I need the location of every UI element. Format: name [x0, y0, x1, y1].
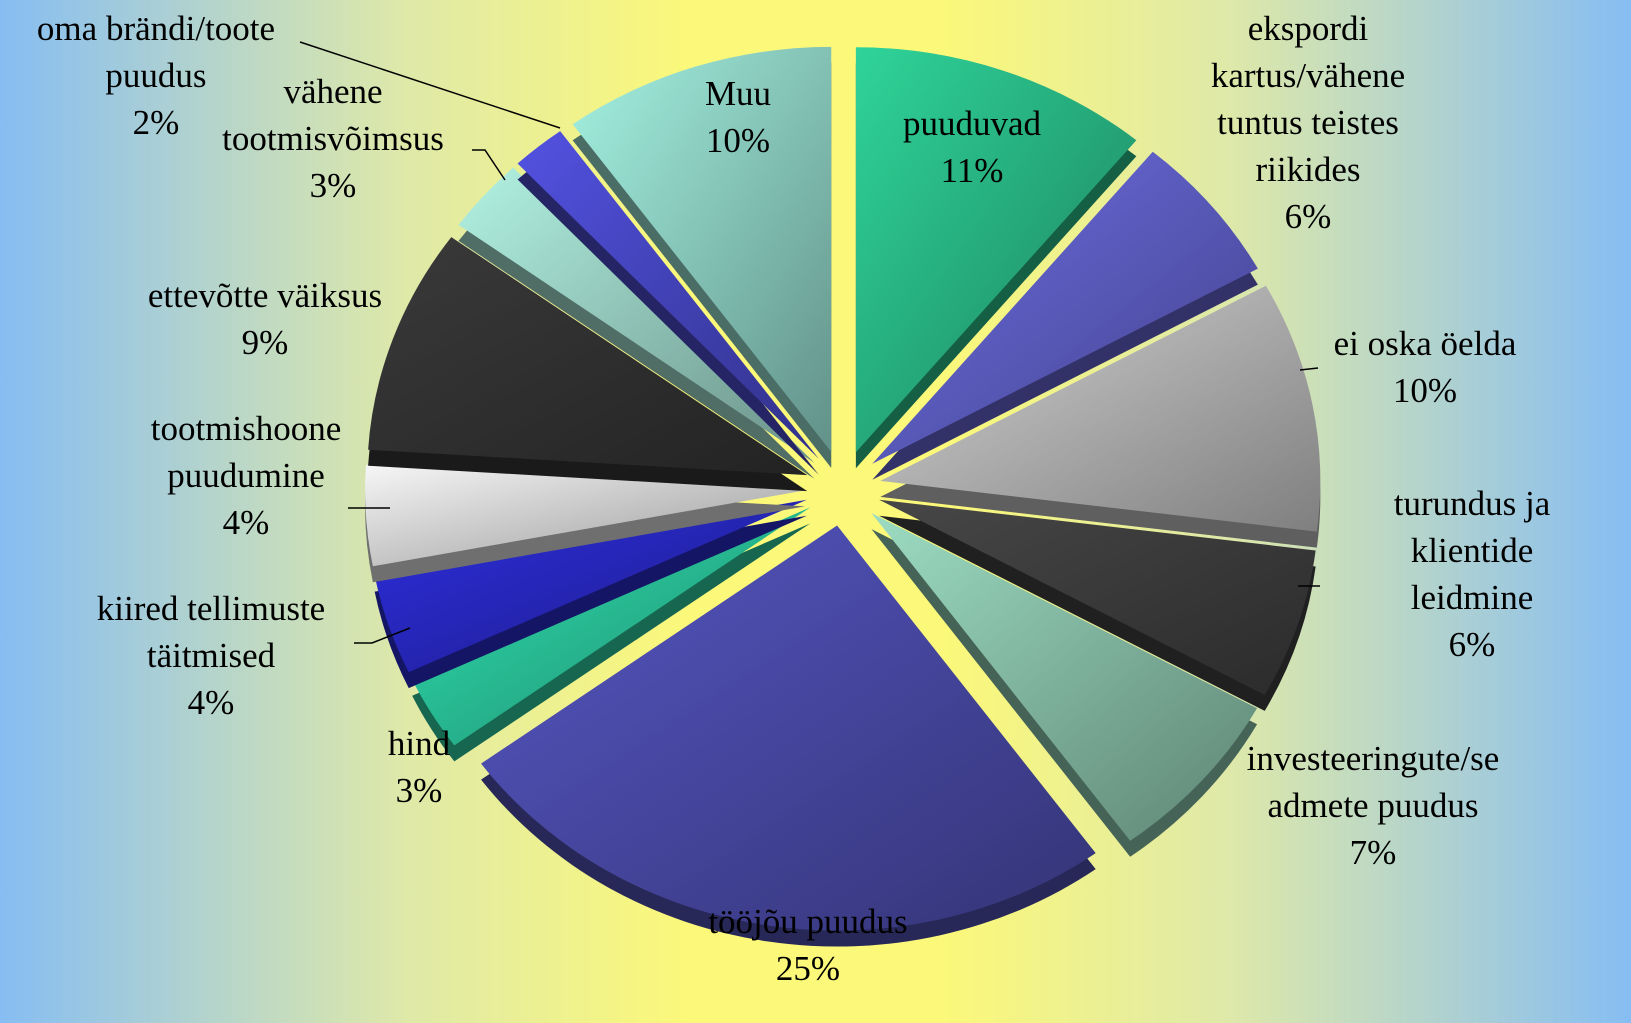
- slices: [365, 46, 1321, 947]
- value-label: 4%: [222, 503, 270, 542]
- slice: [458, 167, 815, 463]
- category-label: investeeringute/se admete puudus: [1246, 739, 1500, 825]
- data-label: investeeringute/se admete puudus 7%: [1247, 735, 1500, 876]
- value-label: 9%: [241, 323, 289, 362]
- category-label: vähene tootmisvõimsus: [222, 72, 444, 158]
- data-label: puuduvad 11%: [903, 100, 1041, 194]
- category-label: puuduvad: [902, 104, 1042, 143]
- category-label: kiired tellimuste täitmised: [96, 589, 326, 675]
- slice: [572, 46, 832, 452]
- leader-line: [354, 627, 411, 644]
- slice: [368, 237, 808, 476]
- category-label: ekspordi kartus/vähene tuntus teistes ri…: [1210, 9, 1406, 189]
- slice: [879, 499, 1316, 695]
- leader-line: [1299, 367, 1319, 371]
- slice: [517, 131, 819, 459]
- value-label: 4%: [187, 683, 235, 722]
- data-label: ekspordi kartus/vähene tuntus teistes ri…: [1211, 5, 1405, 240]
- data-label: tootmishoone puudumine 4%: [151, 405, 342, 546]
- category-label: oma brändi/toote puudus: [36, 9, 276, 95]
- slice: [871, 513, 1258, 841]
- data-label: turundus ja klientide leidmine 6%: [1393, 480, 1552, 668]
- data-label: ei oska öelda 10%: [1334, 320, 1517, 414]
- data-label: Muu 10%: [705, 70, 771, 164]
- leader-line: [299, 41, 561, 129]
- category-label: turundus ja klientide leidmine: [1393, 484, 1551, 617]
- value-label: 7%: [1349, 833, 1397, 872]
- slice: [481, 525, 1096, 931]
- data-label: oma brändi/toote puudus 2%: [37, 5, 275, 146]
- data-label: ettevõtte väiksus 9%: [148, 272, 382, 366]
- data-label: hind 3%: [388, 720, 450, 814]
- category-label: tootmishoone puudumine: [150, 409, 342, 495]
- value-label: 6%: [1448, 625, 1496, 664]
- value-label: 25%: [775, 949, 841, 988]
- slice-side: [374, 515, 807, 689]
- slice: [880, 285, 1321, 532]
- category-label: ei oska öelda: [1333, 324, 1517, 363]
- value-label: 2%: [132, 103, 180, 142]
- value-label: 11%: [940, 151, 1004, 190]
- leader-line: [472, 149, 506, 181]
- data-label: vähene tootmisvõimsus 3%: [222, 68, 444, 209]
- category-label: hind: [387, 724, 451, 763]
- slice: [374, 499, 807, 673]
- slice: [855, 47, 1137, 453]
- category-label: tööjõu puudus: [708, 902, 908, 941]
- value-label: 6%: [1284, 197, 1332, 236]
- slice: [365, 464, 806, 567]
- value-label: 10%: [705, 121, 771, 160]
- value-label: 3%: [395, 771, 443, 810]
- category-label: Muu: [704, 74, 772, 113]
- data-label: kiired tellimuste täitmised 4%: [97, 585, 325, 726]
- value-label: 10%: [1392, 371, 1458, 410]
- slice: [872, 151, 1258, 464]
- category-label: ettevõtte väiksus: [147, 276, 383, 315]
- slice: [412, 507, 811, 746]
- value-label: 3%: [309, 166, 357, 205]
- data-label: tööjõu puudus 25%: [708, 898, 907, 992]
